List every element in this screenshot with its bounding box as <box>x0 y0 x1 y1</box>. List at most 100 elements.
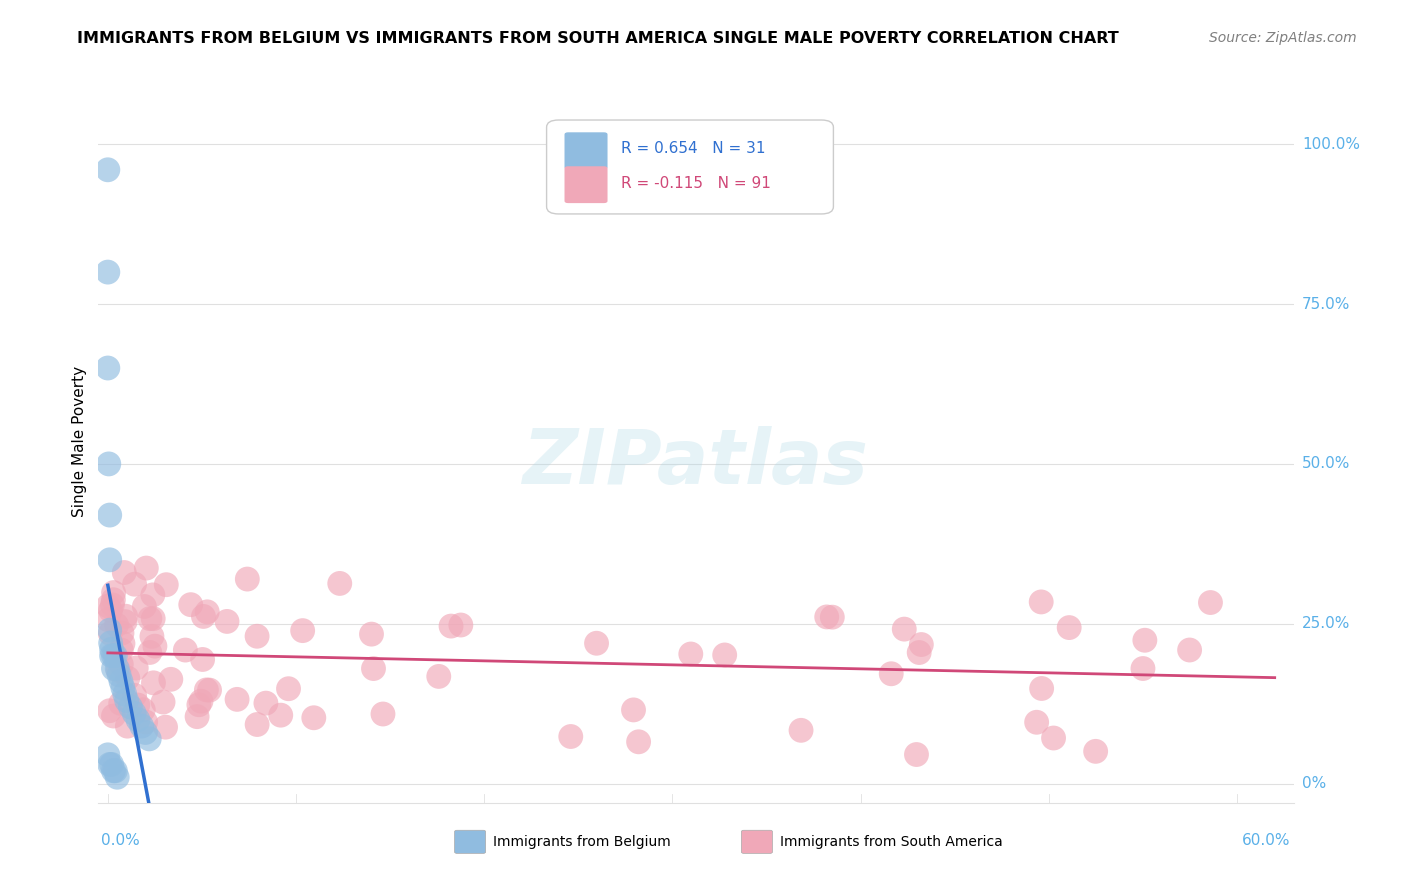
Point <box>103 648 125 663</box>
Point <box>115 693 138 707</box>
Point <box>100 757 122 772</box>
Point <box>111 681 134 695</box>
Point <box>1178 643 1201 657</box>
Point <box>143 639 166 653</box>
Point <box>1132 661 1154 675</box>
Point <box>713 648 735 662</box>
Point <box>103 764 125 778</box>
Point <box>139 645 162 659</box>
FancyBboxPatch shape <box>565 132 607 169</box>
Point <box>108 668 131 682</box>
Point <box>427 669 450 683</box>
Point <box>174 643 197 657</box>
Point <box>371 706 394 721</box>
Point <box>141 629 163 643</box>
Y-axis label: Single Male Poverty: Single Male Poverty <box>72 366 87 517</box>
Text: 25.0%: 25.0% <box>1302 616 1350 632</box>
Point <box>193 609 215 624</box>
Point <box>440 619 463 633</box>
Point <box>195 605 218 619</box>
Point <box>585 636 607 650</box>
Point <box>560 730 582 744</box>
Point <box>1031 595 1053 609</box>
Point <box>114 609 136 624</box>
Point <box>97 747 120 762</box>
Point <box>226 692 249 706</box>
Point <box>97 361 120 376</box>
Point <box>142 676 165 690</box>
Point <box>246 717 269 731</box>
Point <box>98 508 121 522</box>
Point <box>1031 681 1053 696</box>
Point <box>114 687 136 701</box>
Point <box>124 577 146 591</box>
Point <box>103 592 125 607</box>
Text: Immigrants from Belgium: Immigrants from Belgium <box>494 835 671 849</box>
Point <box>450 618 472 632</box>
Point <box>97 265 120 279</box>
Point <box>100 642 122 657</box>
Point <box>122 706 145 721</box>
Text: IMMIGRANTS FROM BELGIUM VS IMMIGRANTS FROM SOUTH AMERICA SINGLE MALE POVERTY COR: IMMIGRANTS FROM BELGIUM VS IMMIGRANTS FR… <box>77 31 1119 46</box>
Point <box>138 731 160 746</box>
Point <box>110 643 132 657</box>
Point <box>198 683 221 698</box>
Point <box>98 757 121 772</box>
Point <box>112 566 135 580</box>
Point <box>880 666 903 681</box>
FancyBboxPatch shape <box>741 830 772 854</box>
Point <box>246 629 269 643</box>
Point <box>124 689 146 703</box>
Point <box>910 638 932 652</box>
Point <box>134 725 156 739</box>
Point <box>97 162 120 177</box>
Point <box>127 698 149 712</box>
Point <box>1057 621 1080 635</box>
Point <box>905 747 928 762</box>
Point <box>360 627 382 641</box>
Point <box>103 661 125 675</box>
Text: 50.0%: 50.0% <box>1302 457 1350 471</box>
Point <box>191 652 214 666</box>
Point <box>270 708 292 723</box>
Point <box>236 572 259 586</box>
FancyBboxPatch shape <box>547 120 834 214</box>
FancyBboxPatch shape <box>565 166 607 203</box>
Point <box>302 711 325 725</box>
Point <box>159 673 181 687</box>
Point <box>821 610 844 624</box>
Point <box>1199 595 1222 609</box>
Point <box>155 720 177 734</box>
Point <box>98 553 121 567</box>
Point <box>107 663 129 677</box>
Point <box>1133 633 1156 648</box>
Text: 100.0%: 100.0% <box>1302 136 1360 152</box>
Point <box>110 696 132 710</box>
Text: 0.0%: 0.0% <box>101 833 141 848</box>
Point <box>277 681 299 696</box>
Text: R = -0.115   N = 91: R = -0.115 N = 91 <box>620 176 770 191</box>
Point <box>111 626 134 640</box>
Point <box>142 588 165 602</box>
Point <box>97 613 120 627</box>
Point <box>215 615 238 629</box>
Point <box>363 661 385 675</box>
Point <box>1042 731 1064 745</box>
Point <box>815 610 838 624</box>
Text: Source: ZipAtlas.com: Source: ZipAtlas.com <box>1209 31 1357 45</box>
Point <box>114 615 136 629</box>
Point <box>679 647 702 661</box>
Point <box>110 674 132 689</box>
Point <box>97 599 120 613</box>
Point <box>190 694 212 708</box>
Point <box>135 714 157 729</box>
Point <box>111 636 134 650</box>
Point <box>110 657 132 672</box>
Point <box>254 696 277 710</box>
Text: 60.0%: 60.0% <box>1243 833 1291 848</box>
Point <box>125 661 148 675</box>
Point <box>97 457 120 471</box>
Point <box>105 661 128 675</box>
Point <box>155 577 177 591</box>
Point <box>132 703 155 717</box>
